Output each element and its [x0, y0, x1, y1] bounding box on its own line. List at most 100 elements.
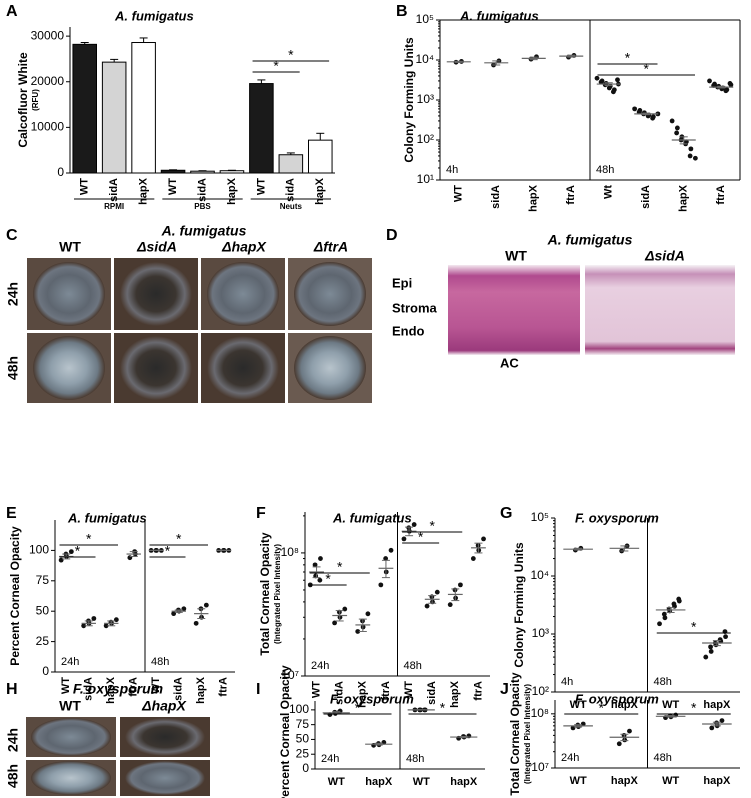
bar — [160, 169, 186, 174]
data-point — [692, 155, 698, 161]
data-point — [434, 589, 440, 595]
data-point — [401, 536, 407, 542]
group-label: Neuts — [280, 202, 303, 211]
significance-star: * — [644, 61, 650, 77]
data-point — [332, 620, 337, 626]
eye-photos — [27, 258, 372, 403]
x-tick-label: sidA — [108, 178, 120, 202]
group-label: 4h — [561, 676, 573, 688]
data-point — [203, 602, 209, 608]
data-point — [388, 547, 394, 553]
eye-photos — [26, 717, 210, 796]
data-point — [594, 75, 600, 81]
y-tick-label: 10⁴ — [415, 52, 434, 66]
x-tick-label: hapX — [105, 676, 117, 704]
panel-title: A. fumigatus — [332, 510, 412, 525]
data-point — [636, 109, 642, 115]
y-tick-label: 100 — [289, 702, 309, 716]
histology-images — [448, 265, 735, 355]
x-tick-label: WT — [413, 776, 430, 788]
x-tick-label: sidA — [285, 178, 297, 202]
column-label: ΔftrA — [313, 239, 348, 255]
significance-star: * — [691, 700, 697, 716]
group-label: 24h — [561, 752, 579, 764]
group-label: 24h — [321, 753, 339, 765]
x-tick-label: WT — [453, 185, 465, 202]
data-point — [627, 728, 632, 734]
x-tick-label: hapX — [678, 184, 690, 212]
group-label: 48h — [404, 660, 422, 672]
group-label: 4h — [446, 164, 458, 176]
panel-title: A. fumigatus — [114, 8, 194, 23]
layer-label: Epi — [392, 275, 412, 290]
y-tick-label: 10⁵ — [416, 12, 434, 26]
y-tick-label: 10² — [532, 684, 549, 698]
significance-star: * — [355, 700, 361, 716]
group-label: RPMI — [104, 202, 124, 211]
bar — [131, 42, 156, 174]
group-label: 48h — [654, 752, 672, 764]
y-tick-label: 75 — [296, 717, 310, 731]
y-tick-label: 10³ — [417, 92, 434, 106]
x-tick-label: sidA — [490, 185, 502, 209]
x-tick-label: hapX — [611, 775, 639, 787]
panel-title: A. fumigatus — [459, 8, 539, 23]
panel-letter: F — [256, 505, 266, 522]
x-tick-label: sidA — [196, 178, 208, 202]
panel-letter: B — [396, 3, 408, 20]
column-label: WT — [59, 698, 81, 714]
y-tick-label: 10⁸ — [531, 706, 549, 720]
panel-letter: G — [500, 505, 512, 522]
data-point — [703, 654, 709, 660]
panel-letter: H — [6, 681, 18, 698]
y-tick-label: 10⁴ — [530, 568, 549, 582]
x-tick-label: hapX — [195, 676, 207, 704]
y-axis-label: Total Corneal Opacity — [258, 532, 272, 655]
y-tick-label: 30000 — [31, 28, 65, 42]
x-tick-label: hapX — [703, 699, 731, 711]
y-tick-label: 10000 — [31, 120, 65, 134]
group-label: 48h — [596, 164, 614, 176]
y-tick-label: 10⁸ — [281, 545, 299, 559]
y-tick-label: 50 — [296, 732, 310, 746]
data-point — [606, 85, 612, 91]
x-tick-label: hapX — [138, 177, 150, 205]
data-point — [312, 562, 318, 568]
column-label: ΔhapX — [221, 239, 267, 255]
data-point — [598, 79, 604, 85]
data-point — [68, 549, 74, 555]
x-tick-label: WT — [310, 681, 322, 698]
x-tick-label: ftrA — [128, 677, 140, 697]
data-point — [411, 522, 417, 527]
significance-star: * — [288, 47, 294, 63]
panel-title: F. oxysporum — [575, 510, 659, 525]
significance-star: * — [165, 543, 171, 559]
data-point — [355, 629, 361, 634]
x-tick-label: ftrA — [715, 185, 727, 205]
column-label: ΔhapX — [141, 698, 187, 714]
significance-star: * — [440, 700, 446, 716]
data-point — [674, 125, 680, 131]
x-tick-label: hapX — [226, 177, 238, 205]
data-point — [481, 536, 486, 542]
x-tick-label: WT — [255, 178, 267, 195]
bar — [190, 170, 215, 174]
column-label: ΔsidA — [644, 248, 685, 264]
y-tick-label: 10⁷ — [531, 760, 549, 774]
data-point — [610, 89, 616, 95]
x-tick-label: WT — [570, 699, 587, 711]
column-label: WT — [59, 239, 81, 255]
data-point — [193, 620, 199, 626]
data-point — [707, 78, 712, 84]
y-axis-label: Colony Forming Units — [512, 542, 526, 668]
data-point — [650, 115, 656, 121]
x-tick-label: ftrA — [218, 677, 230, 697]
data-point — [676, 596, 682, 602]
panel-title: F. oxysporum — [73, 681, 163, 697]
panel-letter: C — [6, 227, 18, 244]
y-tick-label: 25 — [296, 746, 310, 760]
y-tick-label: 10¹ — [417, 172, 434, 186]
y-axis-label: Percent Corneal Opacity — [278, 665, 292, 798]
x-tick-label: WT — [60, 677, 72, 694]
bar — [278, 154, 304, 174]
